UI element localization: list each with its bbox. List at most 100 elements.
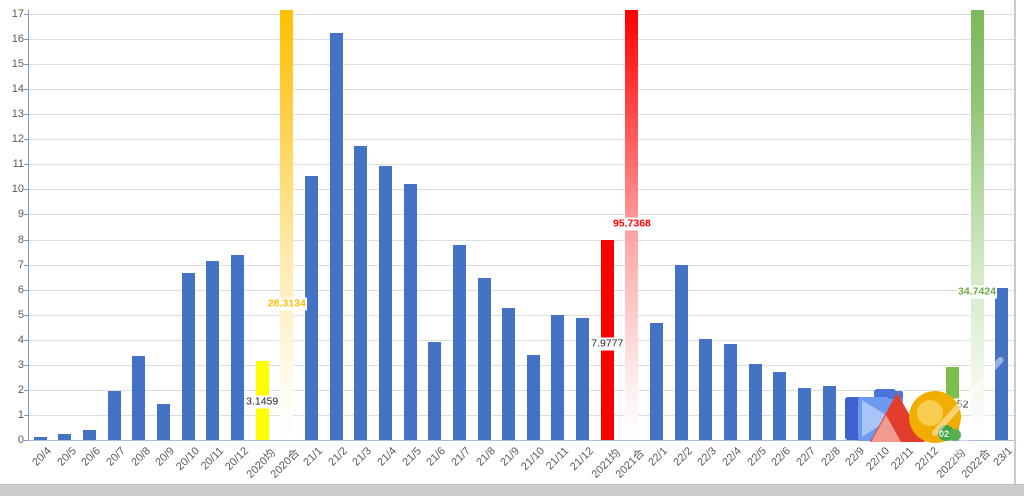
gridline: [28, 264, 1014, 266]
gridline: [28, 214, 1014, 216]
x-axis-label: 22/8: [818, 445, 843, 469]
x-axis-label: 21/10: [518, 445, 547, 473]
gridline: [28, 164, 1014, 166]
bar-2022合: [970, 10, 984, 440]
x-axis-label: 22/4: [720, 445, 745, 469]
bar-21/9: [502, 308, 516, 440]
bar-21/8: [477, 278, 491, 440]
x-axis-label: 22/2: [671, 445, 695, 469]
gridline: [28, 189, 1014, 191]
gridline: [28, 289, 1014, 291]
y-axis-tick: [24, 264, 29, 266]
gridline: [28, 314, 1014, 316]
gridline: [28, 114, 1014, 116]
bar-21/7: [452, 244, 466, 440]
y-axis-tick: [24, 13, 29, 15]
x-axis-label: 20/9: [153, 445, 178, 469]
y-axis-label: 14: [11, 83, 24, 96]
x-axis-label: 22/5: [745, 445, 769, 469]
bar-21/2: [329, 32, 343, 440]
bar-2020合: [280, 10, 294, 440]
x-axis-label: 21/11: [544, 445, 572, 473]
gridline: [28, 64, 1014, 66]
y-axis-label: 8: [17, 233, 24, 246]
x-axis-label: 21/6: [424, 445, 449, 469]
x-axis-label: 20/7: [104, 445, 128, 469]
pink-inner-triangle: [871, 415, 901, 442]
y-axis-label: 16: [11, 33, 24, 46]
green-badge-text: 02: [939, 429, 949, 439]
x-axis-label: 22/1: [646, 445, 671, 469]
gridline: [28, 139, 1014, 141]
bar-21/5: [403, 183, 417, 440]
bar-22/5: [748, 363, 762, 440]
y-axis-label: 10: [11, 183, 24, 196]
y-axis-tick: [24, 314, 29, 316]
x-axis-label: 22/10: [863, 445, 892, 473]
x-axis-label: 21/1: [301, 445, 325, 469]
data-label: 3.1459: [245, 395, 280, 409]
bar-21/4: [378, 166, 392, 440]
y-axis-tick: [24, 364, 29, 366]
y-axis-label: 12: [11, 133, 24, 146]
bar-22/4: [724, 344, 738, 440]
gridline: [28, 39, 1014, 41]
x-axis-label: 21/4: [375, 445, 399, 469]
gridline: [28, 389, 1014, 391]
x-axis-label: 22/3: [695, 445, 720, 469]
light-blue-triangle: [862, 400, 891, 437]
gridline: [28, 414, 1014, 416]
gridline: [28, 13, 1014, 15]
bar-20/5: [58, 434, 72, 440]
bar-20/4: [33, 436, 47, 440]
bar-22/2: [674, 264, 688, 440]
x-axis-label: 21/8: [473, 445, 498, 469]
bar-22/3: [699, 338, 713, 440]
y-axis-tick: [24, 289, 29, 291]
bar-20/7: [107, 391, 121, 440]
gridline: [28, 339, 1014, 341]
x-axis-label: 22/11: [889, 445, 917, 473]
bar-20/10: [181, 273, 195, 440]
bar-20/6: [83, 429, 97, 440]
y-axis-label: 6: [17, 283, 24, 296]
x-axis-label: 22/6: [769, 445, 794, 469]
y-axis-label: 3: [17, 358, 24, 371]
chart-right-border: [1014, 0, 1016, 484]
y-axis-line: [28, 10, 29, 441]
x-axis-label: 20/6: [79, 445, 104, 469]
bar-22/8: [822, 386, 836, 440]
y-axis-label: 1: [17, 408, 24, 421]
y-axis-tick: [24, 89, 29, 91]
data-label: 28.3134: [266, 297, 307, 311]
y-axis-label: 2: [17, 383, 24, 396]
data-label: 34.7424: [957, 285, 997, 299]
x-axis-label: 21/5: [399, 445, 424, 469]
x-axis-label: 21/7: [449, 445, 473, 469]
bar-21/6: [428, 342, 442, 440]
y-axis-tick: [24, 139, 29, 141]
x-axis-line: [28, 440, 1014, 441]
y-axis-tick: [24, 239, 29, 241]
bar-20/12: [231, 255, 245, 440]
x-axis-label: 20/11: [198, 445, 227, 473]
bar-21/3: [354, 146, 368, 440]
x-axis-label: 20/10: [173, 445, 202, 473]
y-axis-tick: [24, 389, 29, 391]
x-axis-label: 23/1: [991, 445, 1016, 469]
bar-22/6: [773, 372, 787, 440]
y-axis-tick: [24, 64, 29, 66]
x-axis-label: 20/8: [128, 445, 153, 469]
y-axis-label: 11: [12, 158, 24, 171]
bar-20/9: [157, 404, 171, 440]
bar-21/1: [304, 175, 318, 440]
green-badge-leaf: [949, 429, 961, 441]
bar-20/11: [206, 261, 220, 440]
y-axis-tick: [24, 339, 29, 341]
y-axis-label: 5: [17, 308, 24, 321]
bar-22/7: [797, 388, 811, 440]
y-axis-tick: [24, 440, 29, 441]
x-axis-label: 22/7: [794, 445, 818, 469]
y-axis-tick: [24, 189, 29, 191]
